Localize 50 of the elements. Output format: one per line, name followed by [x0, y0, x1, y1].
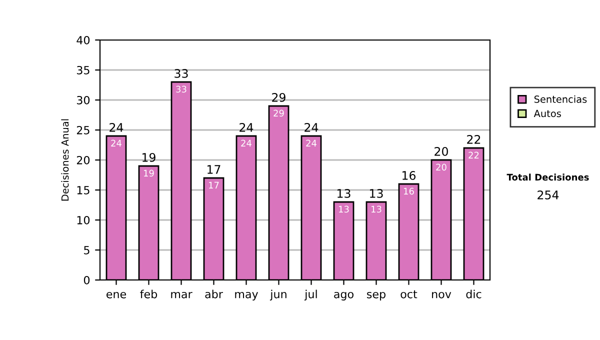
x-tick-label: jun	[270, 290, 286, 300]
data-label: 33	[176, 86, 186, 93]
x-tick-label: abr	[205, 290, 223, 298]
y-tick-label: 35	[76, 66, 90, 74]
y-tick-label: 40	[76, 36, 90, 44]
total-label: 19	[142, 152, 156, 162]
data-label: 22	[468, 152, 479, 158]
total-label: 20	[434, 146, 448, 156]
total-label: 33	[174, 68, 188, 78]
x-tick-label: jul	[304, 290, 317, 300]
total-label: 13	[370, 188, 383, 198]
data-label: 24	[111, 140, 122, 146]
total-label: 29	[272, 92, 286, 102]
data-label: 19	[144, 170, 154, 177]
y-tick-label: 5	[84, 246, 90, 254]
total-label: 13	[338, 188, 350, 198]
data-label: 29	[274, 110, 284, 117]
total-label: 17	[208, 165, 220, 174]
x-tick-label: mar	[171, 292, 192, 298]
data-label: 20	[436, 164, 446, 171]
legend-label: Autos	[534, 110, 561, 118]
data-label: 24	[241, 140, 252, 146]
text: 254	[538, 190, 559, 200]
y-tick-label: 0	[84, 276, 90, 284]
x-tick-label: ago	[334, 292, 354, 300]
data-label: 13	[339, 206, 349, 213]
data-label: 24	[306, 140, 316, 146]
total-label: 24	[240, 122, 254, 132]
y-tick-label: 25	[76, 126, 90, 134]
total-label: 24	[110, 122, 124, 132]
legend-label: Sentencias	[534, 95, 587, 103]
x-tick-label: oct	[400, 290, 418, 298]
data-label: 13	[372, 206, 382, 213]
y-tick-label: 15	[77, 186, 90, 194]
data-label: 16	[404, 188, 414, 195]
text: Total Decisiones	[506, 174, 589, 181]
y-tick-label: 30	[76, 96, 90, 104]
x-tick-label: feb	[140, 290, 158, 298]
y-axis-title: Decisiones Anual	[61, 119, 69, 201]
x-tick-label: may	[235, 292, 258, 300]
x-tick-label: dic	[466, 290, 482, 298]
data-label: 17	[209, 182, 219, 188]
y-tick-label: 10	[77, 216, 90, 224]
x-tick-label: ene	[106, 292, 126, 298]
x-tick-label: nov	[432, 292, 452, 298]
x-tick-label: sep	[367, 292, 386, 300]
total-label: 24	[304, 122, 318, 132]
total-label: 16	[402, 170, 416, 180]
y-tick-label: 20	[76, 156, 90, 164]
total-label: 22	[467, 134, 480, 144]
